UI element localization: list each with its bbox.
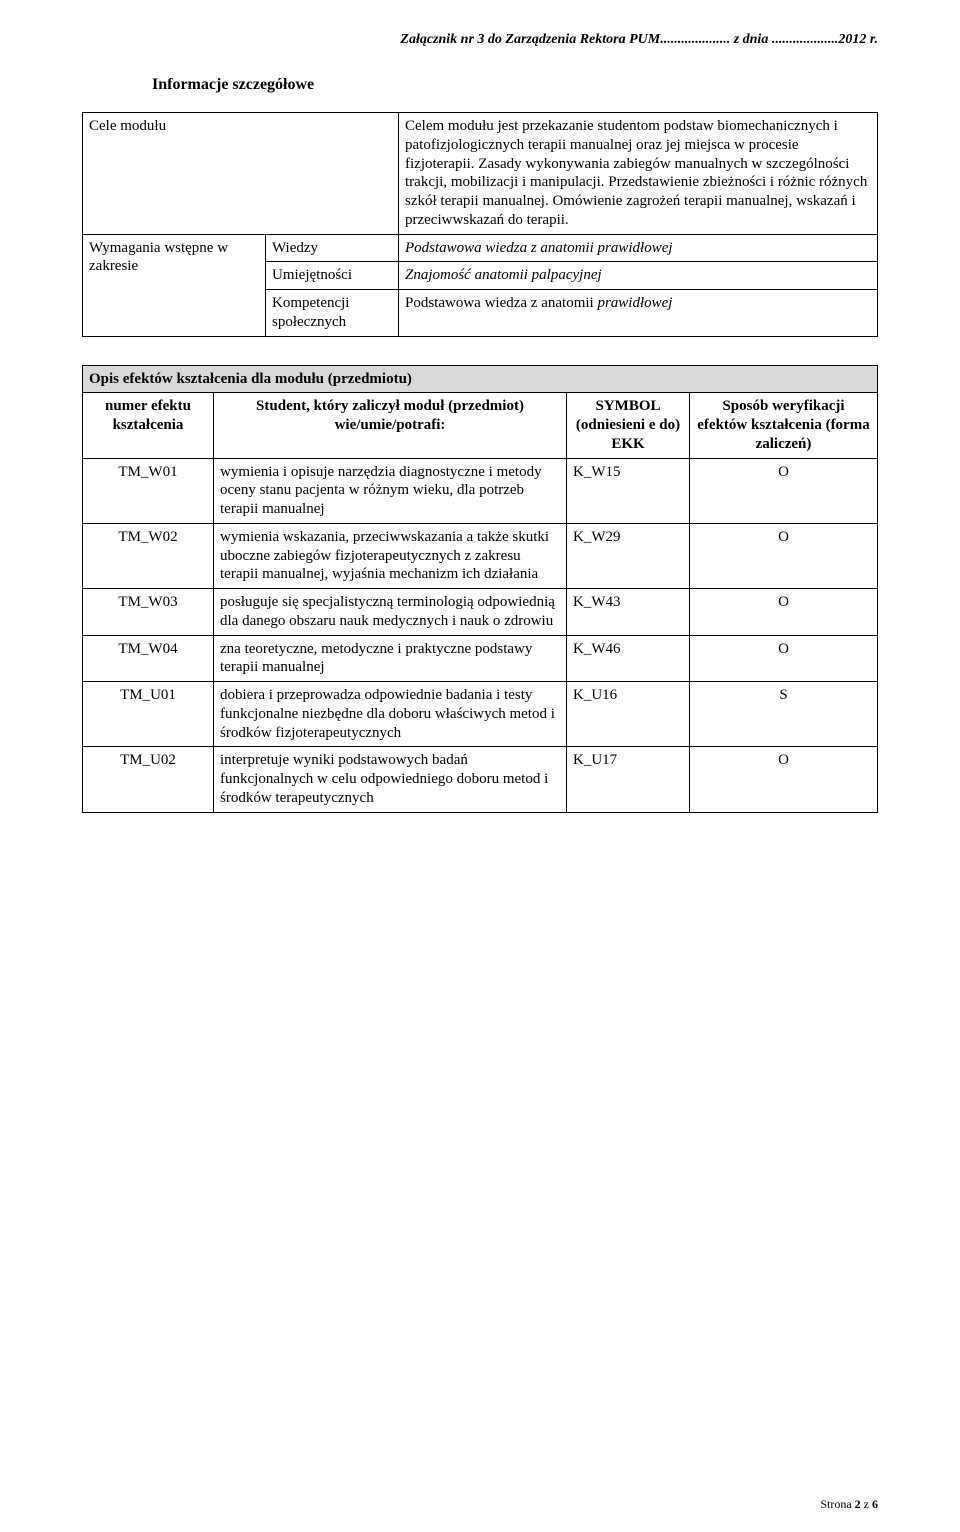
requirements-label: Wymagania wstępne w zakresie — [83, 234, 266, 336]
table-row: TM_W01 wymienia i opisuje narzędzia diag… — [83, 458, 878, 523]
footer-pre: Strona — [820, 1497, 854, 1511]
header-annotation: Załącznik nr 3 do Zarządzenia Rektora PU… — [82, 32, 878, 48]
outcome-id: TM_W03 — [83, 589, 214, 636]
outcome-symbol: K_W15 — [567, 458, 690, 523]
table-row: TM_W03 posługuje się specjalistyczną ter… — [83, 589, 878, 636]
outcome-form: O — [690, 523, 878, 588]
outcome-id: TM_U01 — [83, 682, 214, 747]
outcome-form: O — [690, 458, 878, 523]
outcome-id: TM_U02 — [83, 747, 214, 812]
req-wiedzy-label: Wiedzy — [266, 234, 399, 262]
footer-mid: z — [861, 1497, 872, 1511]
outcome-desc: wymienia wskazania, przeciwwskazania a t… — [214, 523, 567, 588]
outcome-desc: posługuje się specjalistyczną terminolog… — [214, 589, 567, 636]
req-kompetencji-label: Kompetencji społecznych — [266, 290, 399, 337]
outcome-symbol: K_W29 — [567, 523, 690, 588]
learning-outcomes-table: Opis efektów kształcenia dla modułu (prz… — [82, 365, 878, 813]
outcome-id: TM_W02 — [83, 523, 214, 588]
section-title: Informacje szczegółowe — [152, 76, 878, 94]
outcome-desc: dobiera i przeprowadza odpowiednie badan… — [214, 682, 567, 747]
cele-modulu-text: Celem modułu jest przekazanie studentom … — [399, 113, 878, 235]
req-wiedzy-value: Podstawowa wiedza z anatomii prawidłowej — [399, 234, 878, 262]
outcome-id: TM_W01 — [83, 458, 214, 523]
req-kompetencji-value: Podstawowa wiedza z anatomii prawidłowej — [399, 290, 878, 337]
outcome-id: TM_W04 — [83, 635, 214, 682]
outcome-symbol: K_U16 — [567, 682, 690, 747]
col-header-symbol: SYMBOL (odniesieni e do) EKK — [567, 393, 690, 458]
col-header-numer: numer efektu kształcenia — [83, 393, 214, 458]
req-umiejetnosci-value: Znajomość anatomii palpacyjnej — [399, 262, 878, 290]
req-umiejetnosci-label: Umiejętności — [266, 262, 399, 290]
table-row: TM_U02 interpretuje wyniki podstawowych … — [83, 747, 878, 812]
outcome-desc: wymienia i opisuje narzędzia diagnostycz… — [214, 458, 567, 523]
cele-modulu-label: Cele modułu — [83, 113, 399, 235]
footer-page-total: 6 — [872, 1497, 878, 1511]
table-row: TM_W02 wymienia wskazania, przeciwwskaza… — [83, 523, 878, 588]
outcome-form: S — [690, 682, 878, 747]
outcome-desc: zna teoretyczne, metodyczne i praktyczne… — [214, 635, 567, 682]
col-header-student: Student, który zaliczył moduł (przedmiot… — [214, 393, 567, 458]
outcome-desc: interpretuje wyniki podstawowych badań f… — [214, 747, 567, 812]
module-goals-requirements-table: Cele modułu Celem modułu jest przekazani… — [82, 112, 878, 337]
outcome-symbol: K_W46 — [567, 635, 690, 682]
outcome-form: O — [690, 589, 878, 636]
table-row: TM_W04 zna teoretyczne, metodyczne i pra… — [83, 635, 878, 682]
outcomes-title: Opis efektów kształcenia dla modułu (prz… — [83, 365, 878, 393]
outcome-form: O — [690, 635, 878, 682]
table-row: TM_U01 dobiera i przeprowadza odpowiedni… — [83, 682, 878, 747]
outcome-symbol: K_U17 — [567, 747, 690, 812]
req-kompetencji-italic: prawidłowej — [597, 295, 672, 311]
outcome-form: O — [690, 747, 878, 812]
col-header-weryfikacja: Sposób weryfikacji efektów kształcenia (… — [690, 393, 878, 458]
outcome-symbol: K_W43 — [567, 589, 690, 636]
req-kompetencji-pre: Podstawowa wiedza z anatomii — [405, 295, 597, 311]
page-footer: Strona 2 z 6 — [820, 1497, 878, 1512]
